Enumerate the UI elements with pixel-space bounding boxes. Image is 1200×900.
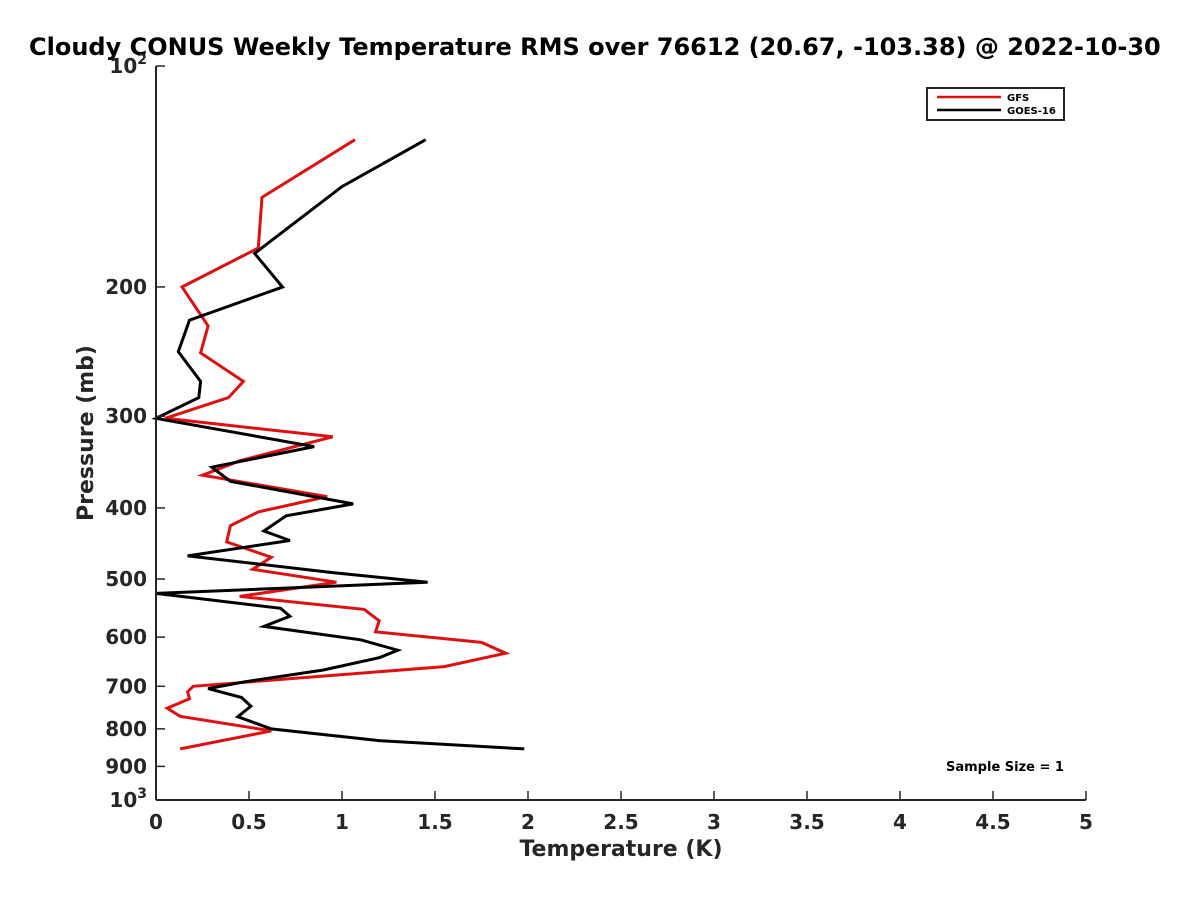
y-tick-label: 200 (105, 275, 147, 299)
chart-title: Cloudy CONUS Weekly Temperature RMS over… (29, 33, 1161, 61)
y-tick-label: 600 (105, 625, 147, 649)
y-tick-label: 102 (109, 52, 147, 78)
x-ticks: 0 0.5 1 1.5 2 2.5 3 3.5 4 4.5 5 (149, 791, 1093, 834)
y-tick-label: 103 (109, 786, 147, 812)
y-tick-label: 300 (105, 404, 147, 428)
x-tick-label: 1 (335, 810, 349, 834)
x-tick-label: 3.5 (789, 810, 824, 834)
x-tick-label: 4.5 (975, 810, 1010, 834)
x-axis-label: Temperature (K) (519, 837, 722, 862)
y-tick-exponent: 3 (137, 786, 147, 802)
x-tick-label: 0 (149, 810, 163, 834)
x-tick-label: 0.5 (231, 810, 266, 834)
y-tick-label: 500 (105, 567, 147, 591)
x-tick-label: 2.5 (603, 810, 638, 834)
y-tick-label: 700 (105, 674, 147, 698)
y-axis-label: Pressure (mb) (74, 345, 99, 521)
sample-size-annotation: Sample Size = 1 (946, 760, 1064, 775)
y-tick-base: 10 (109, 788, 137, 812)
y-tick-exponent: 2 (137, 52, 147, 68)
plot-area: 0 0.5 1 1.5 2 2.5 3 3.5 4 4.5 5 102200300400500600… (105, 52, 1093, 834)
x-tick-label: 4 (893, 810, 907, 834)
y-tick-label: 400 (105, 496, 147, 520)
x-tick-label: 2 (521, 810, 535, 834)
x-tick-label: 5 (1079, 810, 1093, 834)
legend-label-gfs: GFS (1007, 93, 1029, 104)
x-tick-label: 1.5 (417, 810, 452, 834)
y-tick-label: 900 (105, 754, 147, 778)
legend: GFS GOES-16 (926, 87, 1065, 121)
x-tick-label: 3 (707, 810, 721, 834)
legend-label-goes16: GOES-16 (1007, 106, 1056, 117)
y-tick-base: 10 (109, 54, 137, 78)
legend-box (926, 87, 1065, 121)
y-tick-label: 800 (105, 717, 147, 741)
